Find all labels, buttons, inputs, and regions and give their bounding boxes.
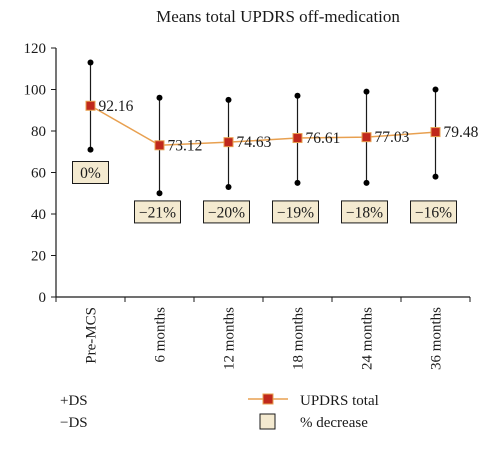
y-tick-label: 60 [31,166,46,182]
value-label: 79.48 [444,124,479,141]
y-tick-label: 0 [39,290,47,306]
y-tick-label: 40 [31,207,46,223]
legend-plus-ds: +DS [60,393,88,409]
percent-box [272,200,319,224]
plus-ds-point [156,94,163,101]
legend-minus-ds: −DS [60,415,88,431]
plus-ds-point [225,96,232,103]
x-tick-labels: Pre-MCS 6 months 12 months 18 months 24 mont… [84,307,445,370]
updrs-total-marker [361,132,372,143]
percent-box [341,200,388,224]
y-tick-labels: 0 20 40 60 80 100 120 [24,41,47,306]
updrs-total-marker [223,137,234,148]
updrs-total-marker [430,127,441,138]
plus-ds-point [87,59,94,66]
minus-ds-point [294,179,301,186]
value-label: 92.16 [99,98,134,115]
updrs-total-marker [85,100,96,111]
minus-ds-point [156,190,163,197]
percent-label: −16% [415,204,452,221]
plus-ds-point [432,86,439,93]
series-line [85,100,441,151]
x-tick-label: Pre-MCS [84,307,100,364]
legend-percent-label: % decrease [300,415,368,431]
updrs-total-line [90,105,436,147]
percent-box [72,161,109,184]
x-tick-label: 18 months [291,307,307,370]
axes [51,47,471,302]
x-tick-label: 12 months [222,307,238,370]
percent-label: 0% [80,165,101,182]
x-tick-label: 24 months [360,307,376,370]
minus-ds-point [363,179,370,186]
x-tick-label: 36 months [429,307,445,370]
x-tick-label: 6 months [153,307,169,363]
plus-ds-point [294,92,301,99]
percent-decrease-boxes: 0% −21% −20% −19% −18% −16% [72,161,457,224]
error-bars [87,59,439,197]
y-tick-label: 100 [24,83,47,99]
percent-box [203,200,250,224]
percent-label: −19% [277,204,314,221]
chart-title: Means total UPDRS off-medication [156,7,400,26]
legend-percent-box [259,413,276,430]
y-tick-label: 120 [24,41,47,57]
legend: +DS −DS UPDRS total % decrease [60,393,379,431]
y-tick-label: 20 [31,249,46,265]
minus-ds-point [432,173,439,180]
percent-box [134,200,181,224]
updrs-total-marker [292,133,303,144]
legend-series-marker [262,393,274,405]
plus-ds-point [363,88,370,95]
percent-label: −21% [139,204,176,221]
value-labels: 92.16 73.12 74.63 76.61 77.03 79.48 [99,98,479,155]
minus-ds-point [87,146,94,153]
value-label: 73.12 [168,137,203,154]
value-label: 74.63 [237,134,272,151]
updrs-total-marker [154,140,165,151]
legend-series-label: UPDRS total [300,393,379,409]
minus-ds-point [225,184,232,191]
percent-box [410,200,457,224]
y-tick-label: 80 [31,124,46,140]
value-label: 77.03 [375,129,410,146]
value-label: 76.61 [306,130,341,147]
percent-label: −18% [346,204,383,221]
percent-label: −20% [208,204,245,221]
